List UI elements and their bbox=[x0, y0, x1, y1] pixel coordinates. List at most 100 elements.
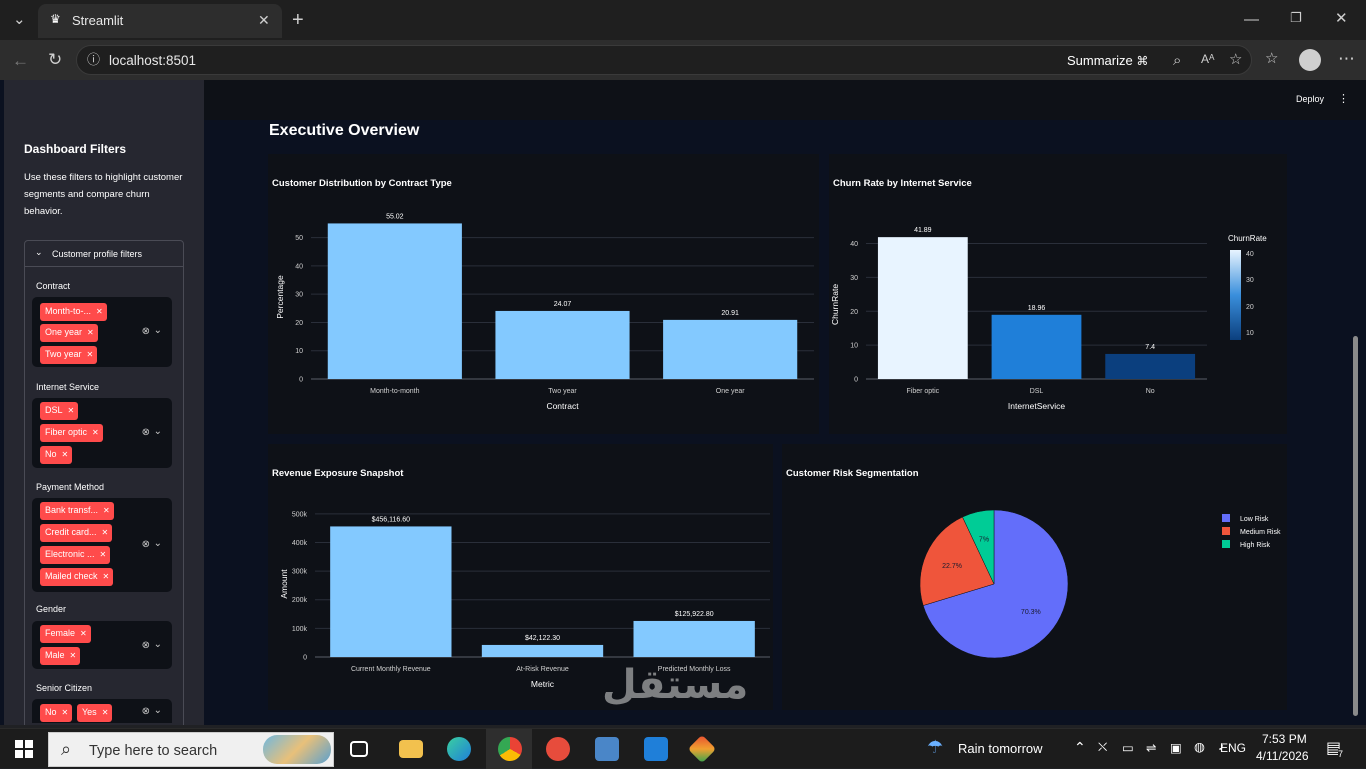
tag-month-to-month[interactable]: Month-to-... ✕ bbox=[40, 303, 107, 321]
summarize-button[interactable]: Summarize ⌘ bbox=[1067, 53, 1148, 68]
tray-device-icon[interactable]: ▣ bbox=[1170, 741, 1182, 755]
task-view-icon[interactable] bbox=[350, 741, 368, 757]
vscode-icon[interactable] bbox=[644, 737, 668, 761]
senior-citizen-multiselect[interactable]: No ✕ Yes ✕ ⊗ ⌄ bbox=[32, 699, 172, 723]
language-indicator[interactable]: ENG bbox=[1220, 741, 1247, 755]
remove-tag-icon[interactable]: ✕ bbox=[99, 550, 107, 559]
app-icon-red[interactable] bbox=[546, 737, 570, 761]
remove-tag-icon[interactable]: ✕ bbox=[103, 506, 110, 515]
tag-one-year[interactable]: One year ✕ bbox=[40, 324, 98, 342]
clear-all-icon[interactable]: ⊗ bbox=[141, 539, 150, 550]
clear-all-icon[interactable]: ⊗ bbox=[141, 706, 150, 717]
remove-tag-icon[interactable]: ✕ bbox=[101, 708, 109, 717]
windows-start-icon[interactable] bbox=[15, 740, 33, 758]
favorite-star-icon[interactable]: ☆ bbox=[1229, 51, 1243, 68]
file-explorer-icon[interactable] bbox=[399, 740, 423, 758]
tag-two-year[interactable]: Two year ✕ bbox=[40, 346, 98, 364]
remove-tag-icon[interactable]: ✕ bbox=[86, 350, 94, 359]
restore-window-icon[interactable]: ❐ bbox=[1290, 10, 1302, 25]
clock-time[interactable]: 7:53 PM bbox=[1262, 732, 1307, 746]
zoom-icon[interactable]: ⌕ bbox=[1173, 52, 1182, 69]
x-tick-label: Month-to-month bbox=[370, 388, 420, 395]
edge-icon[interactable] bbox=[447, 737, 471, 761]
data-label: 24.07 bbox=[554, 301, 572, 308]
volume-icon[interactable]: ♪ bbox=[1218, 739, 1225, 753]
profile-avatar[interactable] bbox=[1299, 49, 1321, 71]
data-label: 18.96 bbox=[1028, 305, 1046, 312]
y-tick-label: 0 bbox=[854, 377, 858, 384]
tray-network-status-icon[interactable]: ◍ bbox=[1194, 740, 1205, 754]
app-header: Deploy ⋮ bbox=[204, 80, 1366, 120]
dropdown-chevron-icon[interactable]: ⌄ bbox=[153, 426, 162, 437]
url-field[interactable]: ⓘ localhost:8501 Summarize ⌘ ⌕ Aᴬ ☆ bbox=[76, 45, 1252, 75]
new-tab-icon[interactable]: + bbox=[292, 9, 304, 31]
deploy-button[interactable]: Deploy bbox=[1296, 94, 1325, 104]
copilot-icon: ⌘ bbox=[1136, 54, 1149, 68]
app-icon-blue[interactable] bbox=[595, 737, 619, 761]
contract-multiselect[interactable]: Month-to-... ✕ One year ✕ Two year ✕ ⊗ ⌄ bbox=[32, 297, 172, 367]
bar bbox=[877, 237, 968, 379]
more-menu-icon[interactable]: ⋯ bbox=[1338, 49, 1355, 68]
network-icon[interactable]: ⇌ bbox=[1146, 741, 1157, 755]
remove-tag-icon[interactable]: ✕ bbox=[96, 307, 103, 316]
expander-header[interactable]: ⌄ Customer profile filters bbox=[25, 241, 183, 267]
tag-no[interactable]: No ✕ bbox=[40, 704, 73, 722]
close-window-icon[interactable]: ✕ bbox=[1335, 10, 1348, 27]
battery-icon[interactable]: ▭ bbox=[1122, 741, 1134, 755]
tag-male[interactable]: Male ✕ bbox=[40, 647, 81, 665]
weather-text[interactable]: Rain tomorrow bbox=[958, 741, 1043, 756]
favorites-icon[interactable]: ☆ bbox=[1265, 50, 1279, 67]
dropdown-chevron-icon[interactable]: ⌄ bbox=[153, 538, 162, 549]
pie-slice-label: 7% bbox=[979, 537, 989, 544]
main-scrollbar[interactable] bbox=[1353, 336, 1358, 716]
remove-tag-icon[interactable]: ✕ bbox=[87, 328, 94, 337]
chrome-icon[interactable] bbox=[498, 737, 522, 761]
refresh-icon[interactable]: ↻ bbox=[48, 50, 63, 69]
tab-title: Streamlit bbox=[72, 13, 124, 28]
tab-list-chevron-icon[interactable]: ⌄ bbox=[13, 11, 26, 28]
remove-tag-icon[interactable]: ✕ bbox=[61, 708, 69, 717]
back-arrow-icon[interactable]: ← bbox=[12, 51, 29, 70]
close-tab-icon[interactable]: ✕ bbox=[258, 12, 270, 28]
remove-tag-icon[interactable]: ✕ bbox=[69, 651, 77, 660]
tag-yes[interactable]: Yes ✕ bbox=[77, 704, 113, 722]
minimize-window-icon[interactable]: — bbox=[1244, 11, 1259, 28]
app-menu-icon[interactable]: ⋮ bbox=[1338, 93, 1349, 105]
bar bbox=[1105, 353, 1196, 379]
tag-electronic-check[interactable]: Electronic ... ✕ bbox=[40, 546, 111, 564]
tag-credit-card[interactable]: Credit card... ✕ bbox=[40, 524, 113, 542]
dropdown-chevron-icon[interactable]: ⌄ bbox=[153, 705, 162, 716]
clear-all-icon[interactable]: ⊗ bbox=[141, 326, 150, 337]
tag-fiber-optic[interactable]: Fiber optic ✕ bbox=[40, 424, 103, 442]
remove-tag-icon[interactable]: ✕ bbox=[61, 450, 69, 459]
gender-multiselect[interactable]: Female ✕ Male ✕ ⊗ ⌄ bbox=[32, 621, 172, 669]
clear-all-icon[interactable]: ⊗ bbox=[141, 427, 150, 438]
remove-tag-icon[interactable]: ✕ bbox=[102, 572, 110, 581]
info-icon[interactable]: ⓘ bbox=[87, 52, 101, 67]
clear-all-icon[interactable]: ⊗ bbox=[141, 640, 150, 651]
taskbar-search-box[interactable]: ⌕ Type here to search bbox=[48, 732, 334, 767]
tray-chevron-up-icon[interactable]: ⌃ bbox=[1074, 739, 1086, 755]
remove-tag-icon[interactable]: ✕ bbox=[92, 428, 99, 437]
remove-tag-icon[interactable]: ✕ bbox=[80, 629, 87, 638]
internet-service-multiselect[interactable]: DSL ✕ Fiber optic ✕ No ✕ ⊗ ⌄ bbox=[32, 398, 172, 468]
x-tick-label: No bbox=[1146, 388, 1155, 395]
dropdown-chevron-icon[interactable]: ⌄ bbox=[153, 639, 162, 650]
payment-method-multiselect[interactable]: Bank transf... ✕ Credit card... ✕ Electron… bbox=[32, 498, 172, 592]
remove-tag-icon[interactable]: ✕ bbox=[67, 406, 75, 415]
remove-tag-icon[interactable]: ✕ bbox=[101, 528, 109, 537]
tag-label: Two year bbox=[45, 349, 82, 359]
tag-no[interactable]: No ✕ bbox=[40, 446, 73, 464]
tag-female[interactable]: Female ✕ bbox=[40, 625, 91, 643]
tray-app-icon[interactable]: ⛌ bbox=[1098, 740, 1108, 754]
notification-icon[interactable]: ▤ bbox=[1326, 740, 1342, 757]
read-aloud-icon[interactable]: Aᴬ bbox=[1201, 52, 1215, 66]
browser-tab[interactable]: ♛ Streamlit ✕ bbox=[38, 4, 282, 38]
tag-label: Female bbox=[45, 628, 76, 638]
clock-date[interactable]: 4/11/2026 bbox=[1256, 749, 1309, 763]
git-icon[interactable] bbox=[687, 734, 717, 764]
tag-mailed-check[interactable]: Mailed check ✕ bbox=[40, 568, 114, 586]
tag-bank-transfer[interactable]: Bank transf... ✕ bbox=[40, 502, 114, 520]
tag-dsl[interactable]: DSL ✕ bbox=[40, 402, 79, 420]
dropdown-chevron-icon[interactable]: ⌄ bbox=[153, 325, 162, 336]
